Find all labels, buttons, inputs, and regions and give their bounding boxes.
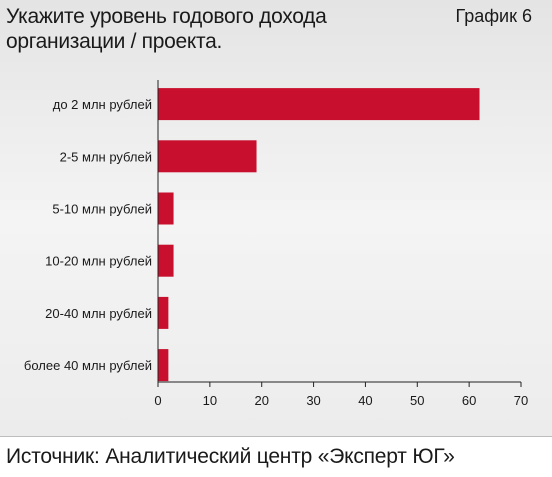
source-footer: Источник: Аналитический центр «Эксперт Ю… xyxy=(0,436,552,474)
chart-panel: Укажите уровень годового дохода организа… xyxy=(0,0,552,436)
bar xyxy=(158,244,174,277)
chart-title-line-2: организации / проекта. xyxy=(6,30,222,53)
x-tick-label: 50 xyxy=(410,393,424,408)
x-tick-label: 0 xyxy=(154,393,161,408)
x-tick-label: 60 xyxy=(462,393,476,408)
category-label: 10-20 млн рублей xyxy=(45,254,152,269)
category-label: 5-10 млн рублей xyxy=(52,202,152,217)
category-label: 2-5 млн рублей xyxy=(60,149,152,164)
chart-title-line-1: Укажите уровень годового дохода xyxy=(6,5,327,28)
x-tick-label: 20 xyxy=(254,393,268,408)
bar xyxy=(158,296,169,329)
chart-number-label: График 6 xyxy=(455,6,532,26)
bar xyxy=(158,88,480,121)
bar-chart: до 2 млн рублей 2-5 млн рублей 5-10 млн ру… xyxy=(24,80,528,408)
x-tick-label: 70 xyxy=(514,393,528,408)
category-label: до 2 млн рублей xyxy=(53,97,152,112)
x-tick-label: 10 xyxy=(203,393,217,408)
category-label: более 40 млн рублей xyxy=(24,358,152,373)
category-label: 20-40 млн рублей xyxy=(45,306,152,321)
bar xyxy=(158,192,174,225)
x-tick-label: 40 xyxy=(358,393,372,408)
bar xyxy=(158,349,169,382)
bar xyxy=(158,140,257,173)
chart-title: Укажите уровень годового дохода организа… xyxy=(6,4,336,54)
x-tick-label: 30 xyxy=(306,393,320,408)
